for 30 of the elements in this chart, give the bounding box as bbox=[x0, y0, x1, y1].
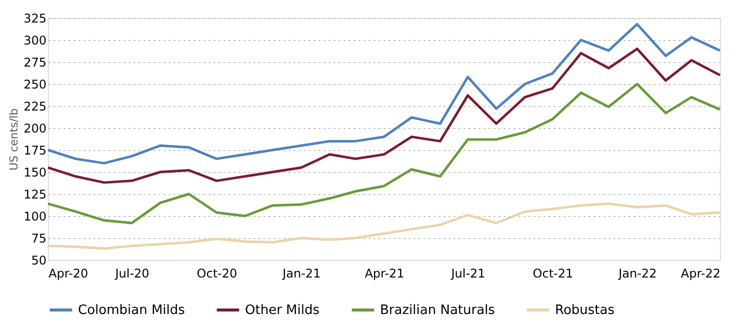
line-series bbox=[46, 202, 722, 250]
y-tick-label: 200 bbox=[24, 122, 46, 136]
legend-label: Other Milds bbox=[245, 303, 320, 318]
x-tick-label: Jul-20 bbox=[114, 266, 150, 280]
y-tick-label: 125 bbox=[24, 188, 46, 202]
x-tick-label: Apr-20 bbox=[48, 266, 88, 280]
y-tick-label: 225 bbox=[24, 100, 46, 114]
x-tick-label: Oct-20 bbox=[196, 266, 238, 280]
legend-label: Brazilian Naturals bbox=[380, 303, 496, 318]
x-tick-label: Jan-21 bbox=[282, 266, 321, 280]
legend-label: Colombian Milds bbox=[78, 303, 186, 318]
y-axis-title: US cents/lb bbox=[8, 108, 21, 171]
x-tick-label: Apr-22 bbox=[680, 266, 720, 280]
y-tick-label: 175 bbox=[24, 144, 46, 158]
legend-label: Robustas bbox=[555, 303, 615, 318]
y-tick-label: 275 bbox=[24, 56, 46, 70]
y-tick-label: 50 bbox=[31, 254, 46, 268]
y-tick-label: 300 bbox=[24, 34, 46, 48]
line-series bbox=[46, 82, 722, 224]
y-tick-label: 325 bbox=[24, 12, 46, 26]
y-tick-label: 150 bbox=[24, 166, 46, 180]
line-series bbox=[46, 48, 722, 184]
line-series bbox=[46, 22, 722, 164]
y-tick-label: 250 bbox=[24, 78, 46, 92]
x-tick-label: Jan-22 bbox=[618, 266, 657, 280]
x-tick-label: Jul-21 bbox=[450, 266, 486, 280]
x-tick-label: Apr-21 bbox=[364, 266, 404, 280]
y-tick-label: 75 bbox=[31, 232, 46, 246]
x-tick-label: Oct-21 bbox=[532, 266, 574, 280]
y-tick-label: 100 bbox=[24, 210, 46, 224]
